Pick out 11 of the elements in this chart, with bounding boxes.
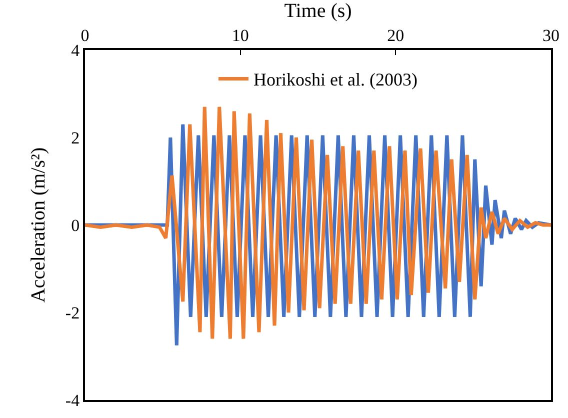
- x-tick-label: 20: [387, 26, 404, 46]
- legend-label: Horikoshi et al. (2003): [254, 70, 418, 90]
- x-axis-title: Time (s): [284, 0, 352, 22]
- x-tick-label: 10: [232, 26, 249, 46]
- y-tick-label: 0: [71, 216, 80, 235]
- x-tick-label: 30: [542, 26, 560, 46]
- y-axis-title: Acceleration (m/s²): [27, 147, 50, 303]
- y-tick-label: -2: [65, 303, 80, 322]
- y-tick-label: 2: [71, 128, 80, 148]
- y-tick-label: -4: [65, 390, 80, 410]
- y-tick-label: 4: [71, 40, 80, 60]
